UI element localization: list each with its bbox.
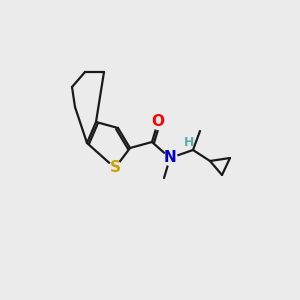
Text: H: H (184, 136, 194, 148)
Text: S: S (110, 160, 121, 175)
Text: N: N (164, 151, 176, 166)
Text: O: O (152, 115, 164, 130)
